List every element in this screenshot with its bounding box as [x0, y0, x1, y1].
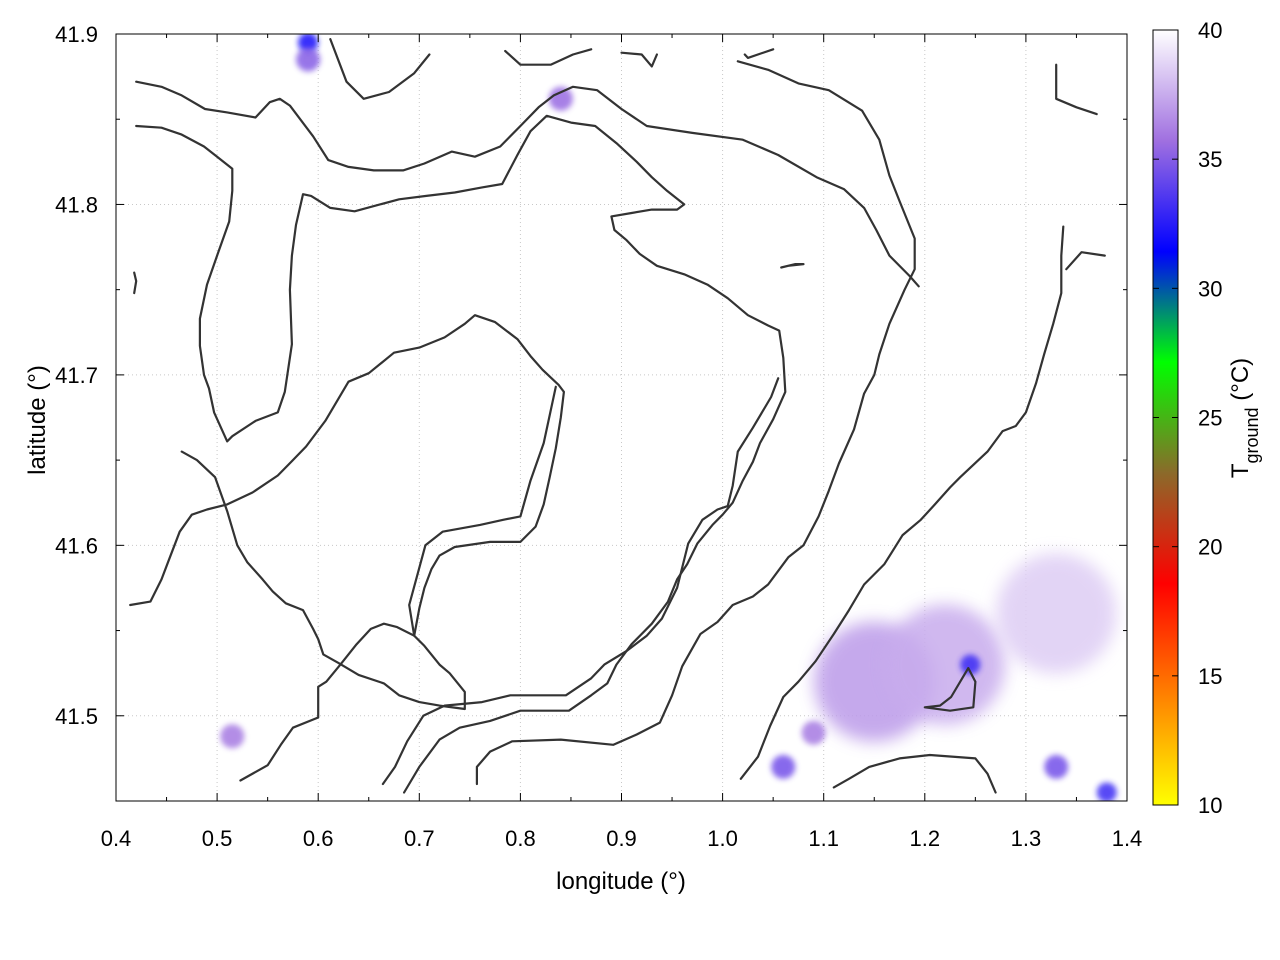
- x-tick-label: 1.4: [1112, 826, 1143, 851]
- contour-line: [743, 48, 775, 59]
- x-axis-title: longitude (°): [556, 868, 686, 895]
- contour-line: [832, 753, 997, 794]
- heat-patch: [220, 724, 245, 749]
- colorbar-tick-label: 20: [1198, 535, 1222, 560]
- axis-ticks: [115, 33, 1128, 801]
- contour-line: [1055, 63, 1098, 116]
- colorbar-tick-label: 40: [1198, 18, 1222, 43]
- contour-line: [475, 60, 916, 786]
- x-tick-label: 1.0: [707, 826, 738, 851]
- contour-line: [1065, 251, 1106, 271]
- x-tick-label: 0.4: [101, 826, 132, 851]
- contour-line: [129, 314, 565, 711]
- y-tick-labels: 41.5 41.6 41.7 41.8 41.9: [55, 22, 98, 729]
- heat-patch: [548, 86, 573, 111]
- contour-line: [381, 377, 780, 786]
- contour-line: [329, 38, 431, 100]
- colorbar-title-sub: ground: [1242, 407, 1262, 463]
- heat-patch: [801, 720, 826, 745]
- x-tick-label: 1.2: [910, 826, 941, 851]
- y-axis-title: latitude (°): [24, 365, 51, 475]
- heat-patch: [996, 553, 1117, 674]
- x-tick-label: 0.5: [202, 826, 233, 851]
- grid-lines: [116, 34, 1127, 801]
- colorbar-tick-label: 25: [1198, 406, 1222, 431]
- x-tick-label: 0.9: [606, 826, 637, 851]
- heat-patch: [1096, 782, 1117, 801]
- contour-line: [923, 667, 977, 712]
- y-tick-label: 41.7: [55, 363, 98, 388]
- colorbar-tick-labels: 10 15 20 25 30 35 40: [1198, 18, 1222, 818]
- heat-patch: [296, 47, 321, 72]
- colorbar-tick-label: 30: [1198, 276, 1222, 301]
- y-tick-label: 41.8: [55, 192, 98, 217]
- x-tick-label: 0.8: [505, 826, 536, 851]
- elevation-contours: [129, 38, 1106, 794]
- contour-line: [133, 271, 138, 295]
- colorbar-tick-label: 35: [1198, 147, 1222, 172]
- contour-line: [239, 385, 557, 782]
- x-tick-label: 1.1: [808, 826, 839, 851]
- colorbar-tick-label: 10: [1198, 793, 1222, 818]
- heat-patch: [885, 604, 1006, 725]
- x-tick-label: 0.7: [404, 826, 435, 851]
- heat-patch: [298, 34, 319, 53]
- colorbar-tick-label: 15: [1198, 664, 1222, 689]
- colorbar-ticks: [1153, 29, 1178, 806]
- y-tick-label: 41.9: [55, 22, 98, 47]
- contour-line: [135, 80, 920, 288]
- x-tick-labels: 0.4 0.5 0.6 0.7 0.8 0.9 1.0 1.1 1.2 1.3 1.4: [101, 826, 1143, 851]
- contour-line: [780, 263, 805, 269]
- heat-patch: [771, 754, 796, 779]
- y-tick-label: 41.6: [55, 533, 98, 558]
- contour-line: [739, 225, 1065, 780]
- colorbar-title: Tground (°C): [1227, 358, 1262, 478]
- x-tick-label: 0.6: [303, 826, 334, 851]
- contour-line: [504, 48, 593, 66]
- contour-line: [620, 51, 658, 68]
- heat-patch: [1044, 754, 1069, 779]
- colorbar-title-unit: (°C): [1227, 358, 1254, 408]
- colorbar-title-main: T: [1227, 463, 1254, 478]
- heat-patch: [960, 654, 981, 675]
- x-tick-label: 1.3: [1011, 826, 1042, 851]
- y-tick-label: 41.5: [55, 704, 98, 729]
